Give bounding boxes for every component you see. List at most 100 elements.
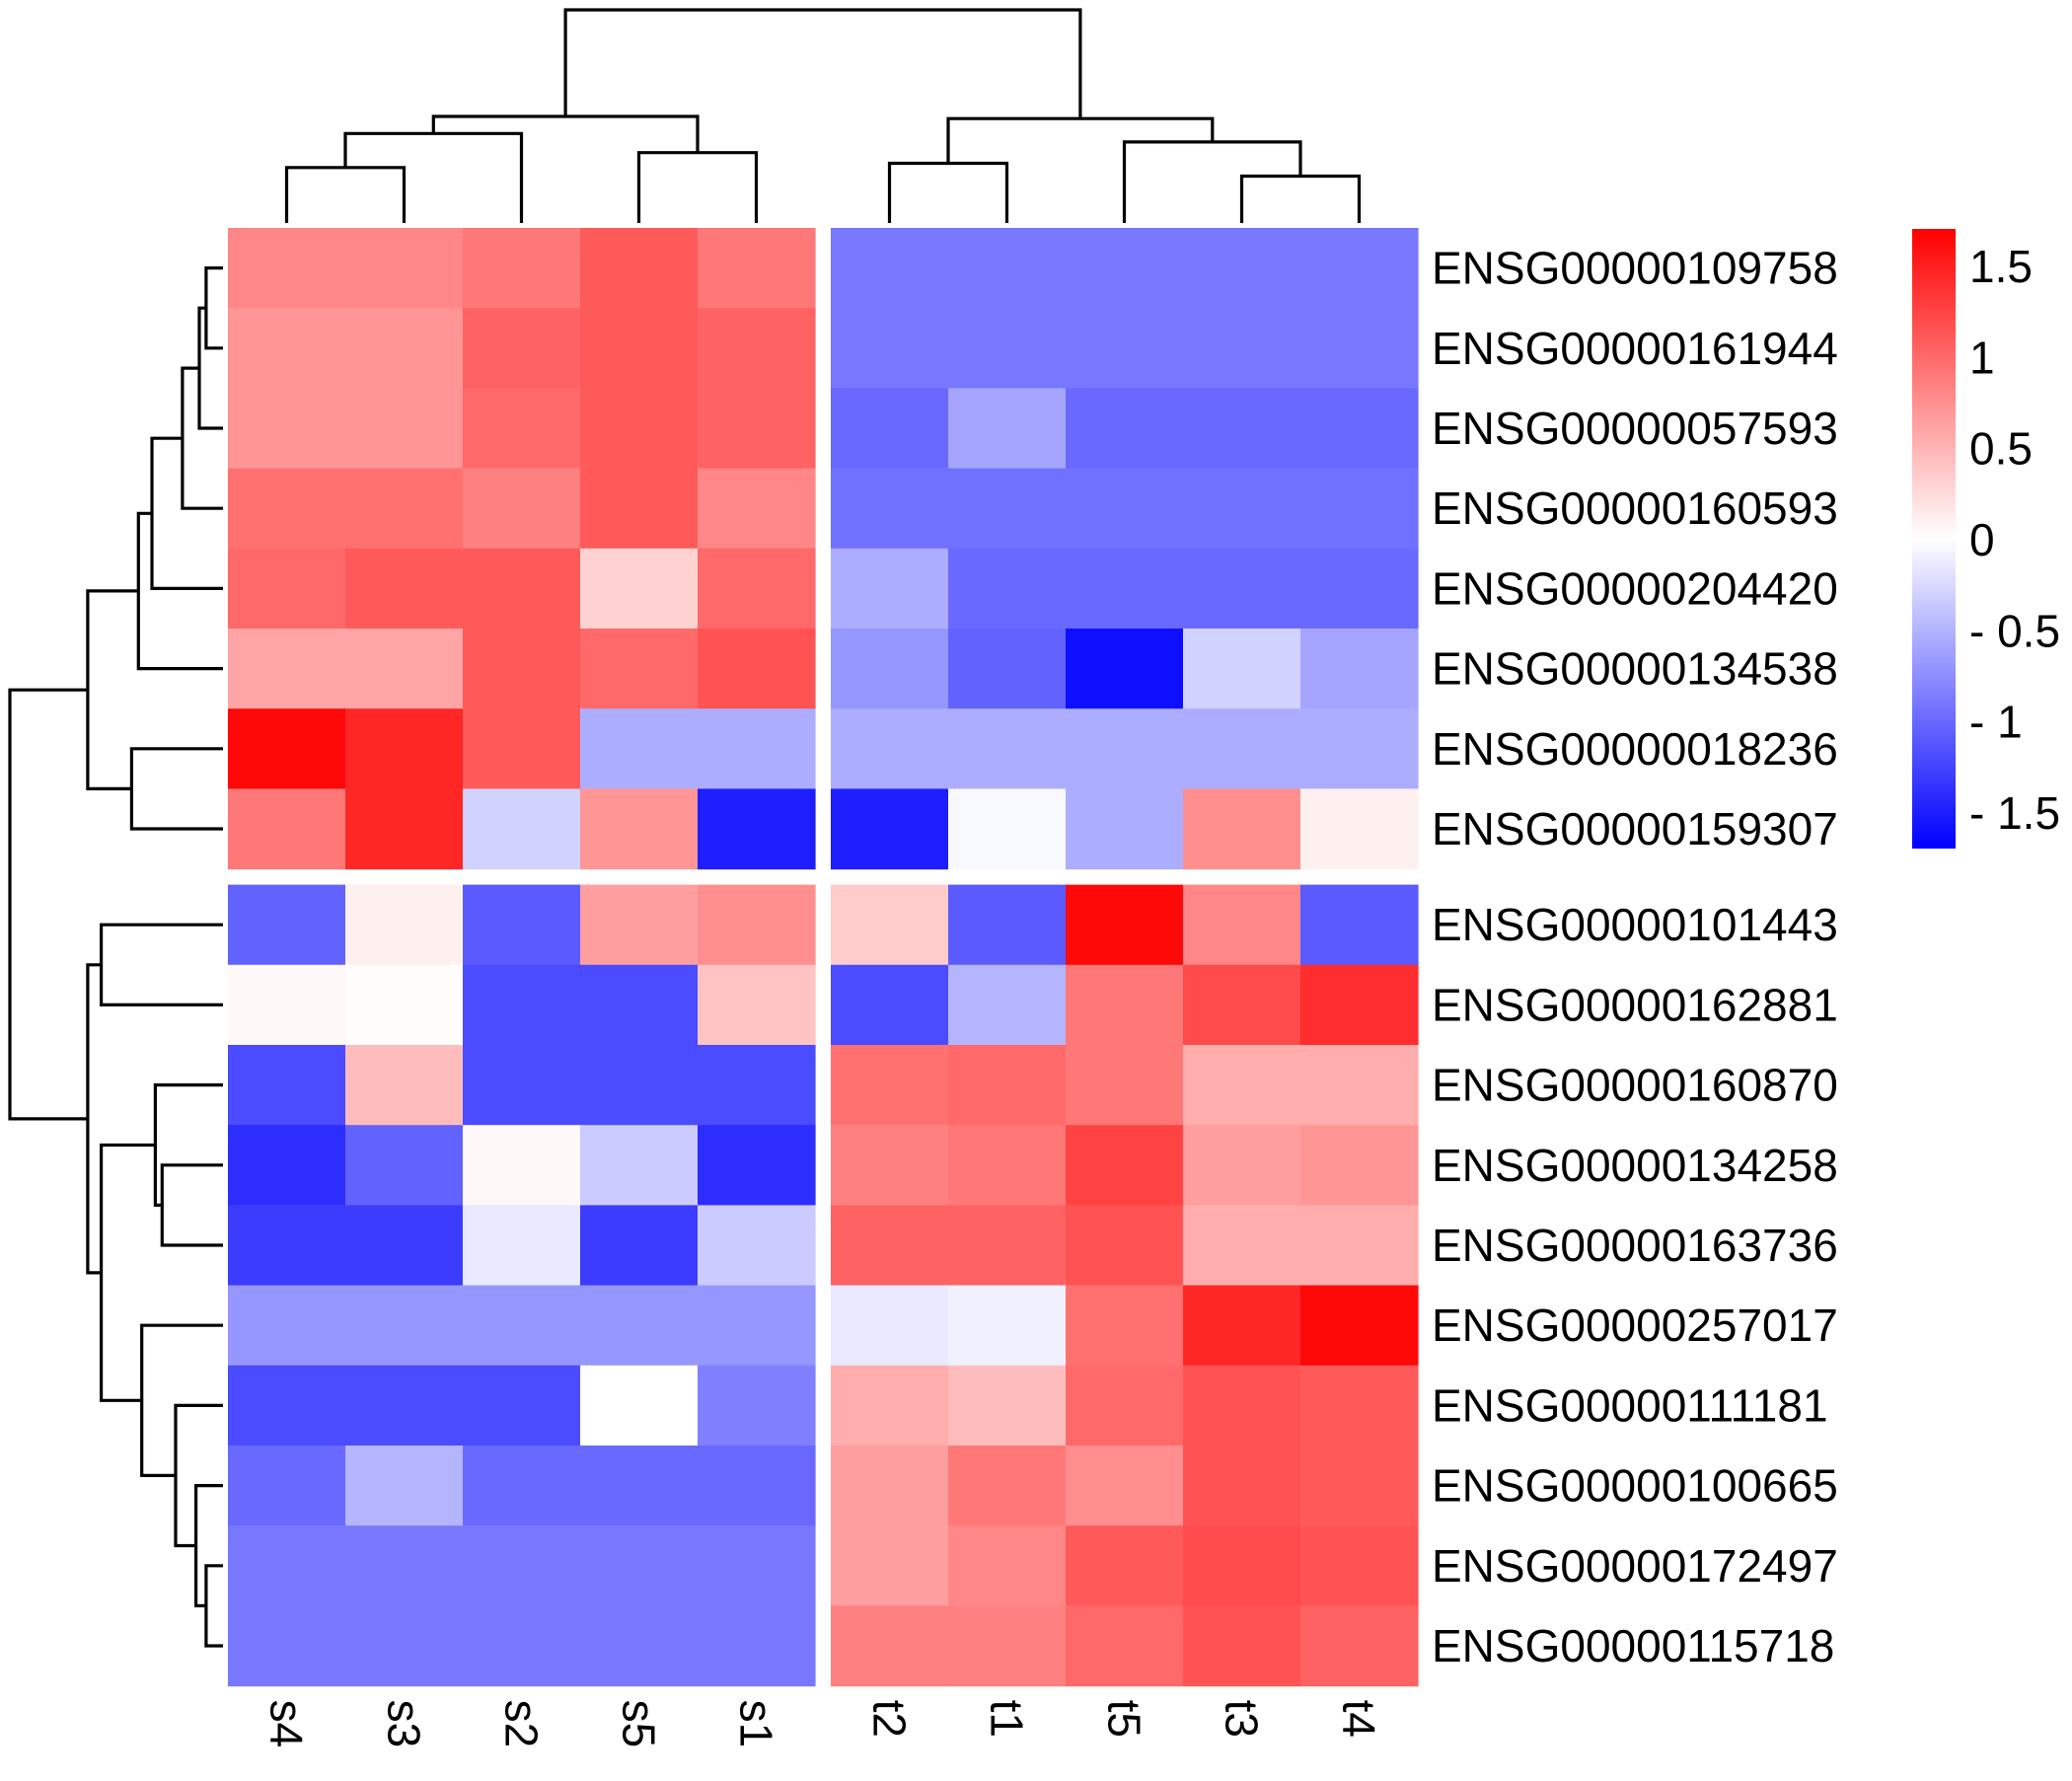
legend-tick-label: - 0.5 (1969, 605, 2060, 656)
heatmap-cell (463, 1446, 581, 1526)
heatmap-cell (1066, 468, 1184, 550)
heatmap-cell (948, 548, 1067, 630)
row-label: ENSG00000160870 (1432, 1060, 1838, 1111)
row-dendrogram-branch (204, 266, 223, 350)
heatmap-cell (698, 1285, 816, 1367)
row-dendrogram-branch (129, 747, 223, 831)
heatmap-cell (580, 548, 699, 630)
heatmap-cell (228, 468, 346, 550)
heatmap-cell (1300, 548, 1419, 630)
column-labels: s4 s3 s2 s5 s1 t2 t1 t5 t3 t4 (261, 1700, 1385, 1748)
color-legend: 1.5 1 0.5 0 - 0.5 - 1 - 1.5 (1912, 229, 2060, 849)
heatmap-cell (698, 629, 816, 709)
heatmap-cell (698, 884, 816, 966)
heatmap-cell (831, 788, 949, 870)
row-dendrogram-branch (197, 306, 223, 430)
heatmap-cell (698, 1045, 816, 1126)
heatmap-cell (1300, 228, 1419, 309)
row-label: ENSG00000159307 (1432, 803, 1838, 854)
row-dendrogram-branch (160, 1163, 223, 1247)
heatmap-cell (948, 228, 1067, 309)
heatmap-cell (831, 548, 949, 630)
heatmap-cell (463, 1285, 581, 1367)
heatmap-cell (698, 388, 816, 470)
heatmap-cell (345, 1285, 464, 1367)
row-dendrogram-branch (8, 688, 88, 1121)
heatmap-cell (1300, 1045, 1419, 1126)
heatmap-cell (1183, 884, 1301, 966)
heatmap-cell (698, 964, 816, 1046)
heatmap-cell (948, 1446, 1067, 1526)
heatmap-cell (948, 468, 1067, 550)
row-dendrogram-branch (174, 1403, 223, 1548)
row-label: ENSG00000018236 (1432, 723, 1838, 775)
heatmap-cell (345, 548, 464, 630)
heatmap-cell (831, 468, 949, 550)
heatmap-cell (1183, 708, 1301, 789)
row-label: ENSG00000101443 (1432, 899, 1838, 950)
heatmap-cell (228, 884, 346, 966)
heatmap-cell (228, 788, 346, 870)
heatmap-cell (463, 629, 581, 709)
heatmap-cell (463, 708, 581, 789)
heatmap-cell (831, 1285, 949, 1367)
heatmap-cell (948, 1525, 1067, 1606)
row-dendrogram-branch (153, 1083, 223, 1207)
heatmap-cell (1300, 1205, 1419, 1287)
heatmap-cell (463, 1045, 581, 1126)
heatmap-cell (831, 629, 949, 709)
row-dendrogram (8, 266, 223, 1648)
heatmap-cell (831, 1365, 949, 1447)
heatmap-cell (463, 468, 581, 550)
heatmap-cell (228, 228, 346, 309)
heatmap-cell (831, 308, 949, 389)
legend-tick-label: 1 (1969, 332, 1995, 383)
heatmap-cell (831, 1045, 949, 1126)
heatmap-cell (1300, 1125, 1419, 1206)
heatmap-cell (228, 1045, 346, 1126)
row-label: ENSG00000160593 (1432, 482, 1838, 534)
heatmap-cell (1183, 629, 1301, 709)
heatmap-cell (1183, 788, 1301, 870)
heatmap-cell (463, 388, 581, 470)
heatmap-cell (580, 788, 699, 870)
heatmap-cell (698, 1525, 816, 1606)
heatmap-cell (948, 1205, 1067, 1287)
column-dendrogram-branch (1239, 174, 1362, 223)
heatmap-cell (345, 1365, 464, 1447)
heatmap-cell (698, 308, 816, 389)
heatmap-cell (698, 1605, 816, 1687)
heatmap-cell (948, 1365, 1067, 1447)
row-labels: ENSG00000109758 ENSG00000161944 ENSG000000… (1432, 243, 1838, 1671)
heatmap-cell (345, 468, 464, 550)
heatmap-cell (1183, 964, 1301, 1046)
heatmap-cell (345, 1446, 464, 1526)
heatmap-cell (228, 1446, 346, 1526)
column-label: s1 (731, 1700, 782, 1748)
column-label: t2 (864, 1700, 916, 1738)
heatmap-cell (1300, 1365, 1419, 1447)
heatmap-cell (1183, 548, 1301, 630)
heatmap-cell (1300, 468, 1419, 550)
heatmap-cell (1183, 1125, 1301, 1206)
row-label: ENSG00000134258 (1432, 1140, 1838, 1191)
heatmap-cell (228, 388, 346, 470)
column-label: s5 (614, 1700, 665, 1748)
heatmap-cell (1066, 1285, 1184, 1367)
heatmap-cell (228, 964, 346, 1046)
heatmap-cell (463, 1525, 581, 1606)
heatmap-cell (580, 629, 699, 709)
heatmap-cell (1300, 1285, 1419, 1367)
heatmap-cell (1183, 468, 1301, 550)
heatmap-cell (1183, 1605, 1301, 1687)
column-dendrogram-branch (563, 8, 1082, 119)
column-label: s4 (261, 1700, 313, 1748)
heatmap-cell (580, 1045, 699, 1126)
heatmap-cell (1066, 1045, 1184, 1126)
row-label: ENSG00000257017 (1432, 1299, 1838, 1351)
row-label: ENSG00000161944 (1432, 323, 1838, 374)
legend-tick-label: 1.5 (1969, 241, 2033, 292)
row-label: ENSG00000100665 (1432, 1460, 1838, 1512)
legend-tick-label: 0 (1969, 514, 1995, 565)
